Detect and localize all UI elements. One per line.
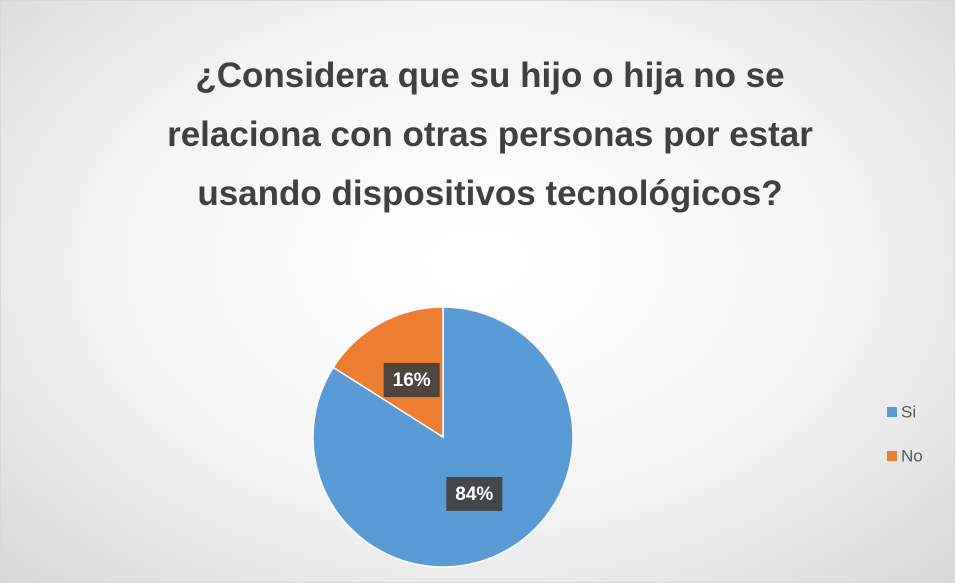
pie-slice xyxy=(312,306,574,568)
legend-label: No xyxy=(901,446,923,465)
data-label-box xyxy=(446,476,503,511)
legend-swatch xyxy=(887,451,897,461)
data-label-box xyxy=(383,363,440,398)
data-label: 16% xyxy=(393,370,431,391)
legend-label: Si xyxy=(901,402,916,421)
chart-title: ¿Considera que su hijo o hija no se rela… xyxy=(167,56,813,213)
data-label: 84% xyxy=(455,484,493,505)
legend-swatch xyxy=(887,407,897,417)
